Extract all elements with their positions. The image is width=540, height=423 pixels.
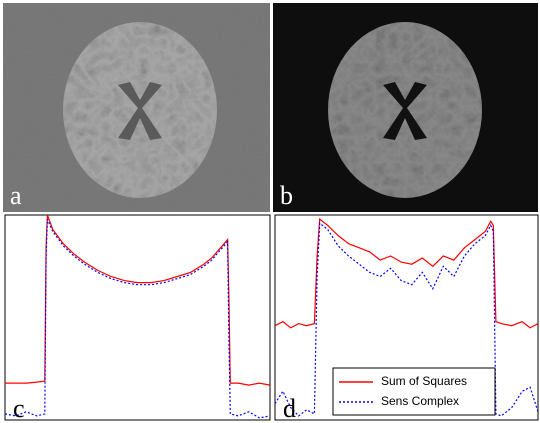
data-line [275,217,538,329]
legend-label: Sens Complex [381,394,459,408]
plot [275,217,538,417]
plot-label: d [283,394,296,423]
image-b: b [273,3,538,212]
plot [5,215,270,419]
panel-label: b [280,181,293,210]
data-line [5,215,270,386]
legend-label: Sum of Squares [381,374,467,388]
plot-frame [4,214,271,421]
plots: c d Sum of Squares Sens Complex [5,215,538,423]
data-line [5,218,270,419]
image-a: a [3,3,270,212]
plot-label: c [13,394,25,423]
panel-label: a [10,181,22,210]
data-line [275,222,538,417]
legend-box [332,367,496,416]
